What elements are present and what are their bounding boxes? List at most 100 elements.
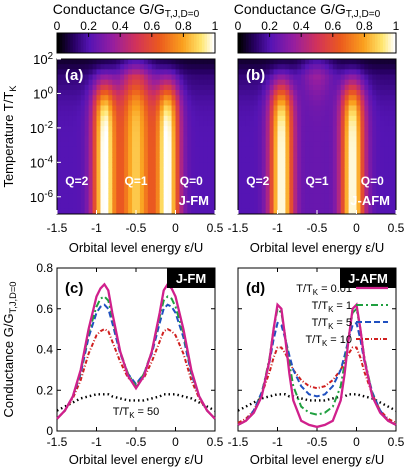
- heatmap-cell: [124, 162, 129, 168]
- heatmap-cell: [360, 188, 365, 194]
- heatmap-cell: [297, 110, 302, 117]
- heatmap-cell: [207, 188, 212, 194]
- heatmap-cell: [64, 69, 70, 75]
- heatmap-cell: [241, 146, 247, 153]
- heatmap-cell: [364, 100, 369, 106]
- heatmap-cell: [380, 84, 385, 91]
- colorbar-cell: [345, 33, 350, 53]
- heatmap-cell: [238, 121, 243, 127]
- heatmap-cell: [88, 193, 94, 199]
- heatmap-cell: [328, 105, 334, 112]
- heatmap-cell: [155, 198, 161, 205]
- heatmap-cell: [352, 167, 357, 174]
- heatmap-cell: [211, 157, 216, 163]
- heatmap-cell: [147, 146, 153, 153]
- heatmap-cell: [128, 74, 133, 81]
- heatmap-cell: [155, 157, 161, 163]
- heatmap-cell: [261, 157, 267, 163]
- heatmap-cell: [324, 69, 330, 75]
- heatmap-cell: [72, 100, 78, 106]
- heatmap-cell: [187, 203, 192, 210]
- heatmap-cell: [183, 64, 188, 70]
- colorbar-cell: [388, 33, 392, 53]
- heatmap-cell: [241, 136, 247, 143]
- heatmap-cell: [60, 115, 66, 122]
- heatmap-cell: [301, 183, 306, 189]
- heatmap-cell: [207, 59, 212, 65]
- heatmap-cell: [100, 59, 105, 65]
- heatmap-cell: [348, 95, 354, 101]
- heatmap-cell: [261, 95, 267, 101]
- heatmap-cell: [175, 193, 180, 199]
- heatmap-cell: [159, 172, 165, 179]
- heatmap-cell: [199, 121, 204, 127]
- heatmap-cell: [195, 157, 200, 163]
- heatmap-cell: [132, 167, 137, 174]
- colorbar-cell: [172, 33, 177, 53]
- heatmap-cell: [132, 136, 137, 143]
- heatmap-cell: [183, 74, 188, 81]
- heatmap-cell: [309, 167, 314, 174]
- heatmap-cell: [257, 203, 263, 210]
- heatmap-cell: [112, 136, 117, 143]
- heatmap-cell: [340, 64, 346, 70]
- heatmap-cell: [112, 110, 117, 117]
- heatmap-cell: [179, 79, 184, 86]
- heatmap-cell: [253, 79, 259, 86]
- heatmap-cell: [100, 136, 105, 143]
- heatmap-cell: [120, 198, 125, 205]
- heatmap-cell: [277, 167, 282, 174]
- heatmap-cell: [183, 198, 188, 205]
- heatmap-cell: [57, 115, 62, 122]
- heatmap-cell: [120, 141, 125, 148]
- heatmap-cell: [60, 100, 66, 106]
- heatmap-cell: [195, 74, 200, 81]
- heatmap-cell: [195, 90, 200, 96]
- y-axis-label-a: Temperature T/TK: [1, 85, 18, 188]
- heatmap-cell: [376, 95, 381, 101]
- heatmap-cell: [328, 172, 334, 179]
- heatmap-cell: [249, 167, 255, 174]
- colorbar-cell: [277, 33, 281, 53]
- heatmap-cell: [104, 198, 109, 205]
- heatmap-cell: [380, 90, 385, 96]
- heatmap-cell: [245, 152, 251, 158]
- heatmap-cell: [352, 90, 357, 96]
- heatmap-cell: [364, 162, 369, 168]
- heatmap-cell: [92, 131, 97, 137]
- heatmap-cell: [368, 203, 373, 210]
- heatmap-cell: [368, 59, 373, 65]
- heatmap-cell: [120, 162, 125, 168]
- heatmap-cell: [120, 121, 125, 127]
- heatmap-cell: [328, 146, 334, 153]
- heatmap-cell: [301, 208, 306, 215]
- heatmap-cell: [324, 183, 330, 189]
- heatmap-cell: [179, 136, 184, 143]
- heatmap-cell: [364, 203, 369, 210]
- heatmap-cell: [309, 100, 314, 106]
- heatmap-cell: [360, 177, 365, 184]
- heatmap-cell: [147, 90, 153, 96]
- heatmap-cell: [340, 105, 346, 112]
- heatmap-cell: [348, 141, 354, 148]
- heatmap-cell: [143, 177, 149, 184]
- heatmap-cell: [257, 90, 263, 96]
- heatmap-cell: [344, 183, 350, 189]
- heatmap-cell: [261, 110, 267, 117]
- heatmap-cell: [64, 131, 70, 137]
- heatmap-cell: [281, 100, 286, 106]
- heatmap-cell: [249, 79, 255, 86]
- heatmap-cell: [139, 100, 145, 106]
- heatmap-cell: [261, 198, 267, 205]
- heatmap-cell: [364, 136, 369, 143]
- heatmap-cell: [128, 157, 133, 163]
- heatmap-cell: [344, 115, 350, 122]
- heatmap-cell: [249, 126, 255, 132]
- colorbar-cell: [290, 33, 294, 53]
- y-tick-label: 102: [33, 51, 53, 67]
- heatmap-cell: [249, 193, 255, 199]
- heatmap-cell: [392, 136, 397, 143]
- heatmap-cell: [245, 84, 251, 91]
- heatmap-cell: [187, 152, 192, 158]
- heatmap-cell: [352, 110, 357, 117]
